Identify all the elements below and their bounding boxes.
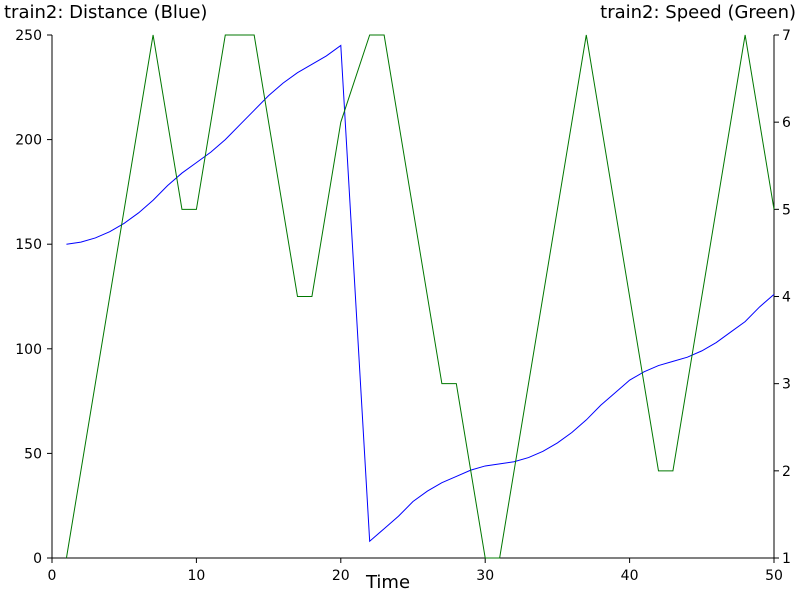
left-y-tick-label: 200 <box>15 133 42 149</box>
speed-series-line <box>65 34 775 559</box>
left-y-tick-label: 0 <box>33 551 42 567</box>
right-axis-title: train2: Speed (Green) <box>600 2 796 23</box>
right-y-tick-label: 5 <box>782 202 791 218</box>
right-y-tick-label: 6 <box>782 115 791 131</box>
x-tick-label: 50 <box>765 568 783 584</box>
right-y-tick-label: 4 <box>782 290 791 306</box>
left-y-tick-label: 150 <box>15 237 42 253</box>
right-y-tick-label: 2 <box>782 464 791 480</box>
x-tick-label: 10 <box>187 568 205 584</box>
x-tick-label: 20 <box>332 568 350 584</box>
x-tick-label: 40 <box>621 568 639 584</box>
axes: 0 10 20 30 40 50 0 50 100 150 200 250 1 2 3 4 5 6 7 <box>15 28 791 584</box>
x-tick-label: 30 <box>476 568 494 584</box>
x-axis-title: Time <box>365 572 410 593</box>
right-y-tick-label: 3 <box>782 377 791 393</box>
left-y-tick-label: 100 <box>15 342 42 358</box>
left-axis-title: train2: Distance (Blue) <box>4 2 208 23</box>
right-y-tick-label: 1 <box>782 551 791 567</box>
series-layer <box>65 34 775 559</box>
left-y-tick-label: 50 <box>24 446 42 462</box>
x-tick-label: 0 <box>48 568 57 584</box>
distance-series-line <box>66 44 775 543</box>
left-y-tick-label: 250 <box>15 28 42 44</box>
right-y-tick-label: 7 <box>782 28 791 44</box>
